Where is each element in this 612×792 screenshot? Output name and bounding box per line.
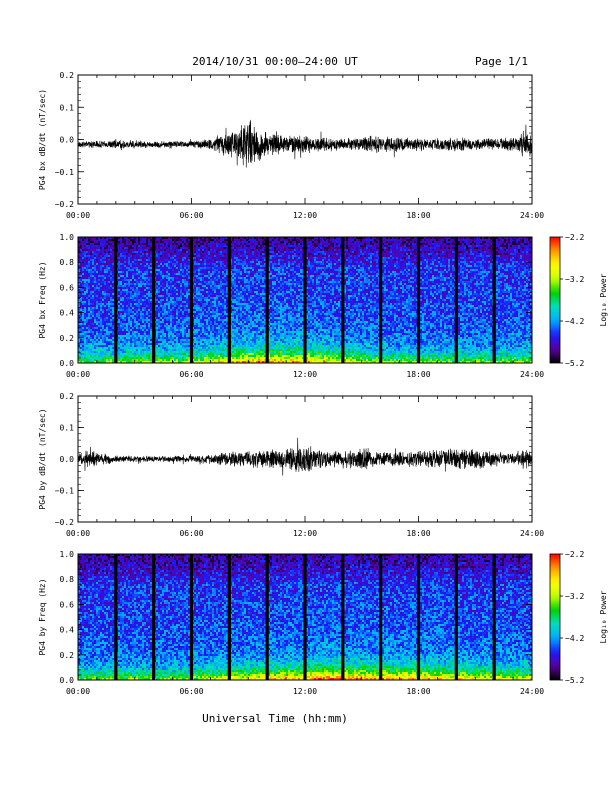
colorbar — [549, 553, 561, 681]
x-tick-label: 00:00 — [66, 370, 90, 379]
x-tick-label: 18:00 — [406, 211, 430, 220]
waveform-trace — [77, 119, 533, 168]
x-tick-label: 12:00 — [293, 370, 317, 379]
x-tick-label: 06:00 — [179, 370, 203, 379]
y-axis-label: PG4 by dB/dt (nT/sec) — [38, 408, 47, 509]
data-gap — [189, 237, 194, 363]
x-tick-label: 00:00 — [66, 687, 90, 696]
data-gap — [492, 554, 496, 680]
data-gap — [152, 554, 156, 680]
y-axis-label: PG4 bx Freq (Hz) — [38, 261, 47, 338]
x-tick-label: 18:00 — [406, 687, 430, 696]
x-axis-label: Universal Time (hh:mm) — [202, 712, 348, 725]
y-tick-label: 0.0 — [60, 676, 75, 685]
y-tick-label: 0.0 — [60, 136, 75, 145]
y-tick-label: −0.2 — [55, 518, 74, 527]
y-tick-label: 0.4 — [60, 309, 75, 318]
x-tick-label: 12:00 — [293, 687, 317, 696]
y-axis-label: PG4 bx dB/dt (nT/sec) — [38, 89, 47, 190]
y-tick-label: −0.1 — [55, 487, 74, 496]
data-gap — [303, 237, 307, 363]
y-tick-label: 0.2 — [60, 651, 75, 660]
x-tick-label: 12:00 — [293, 529, 317, 538]
x-tick-label: 24:00 — [520, 529, 544, 538]
y-tick-label: 0.8 — [60, 575, 75, 584]
colorbar-tick-label: −4.2 — [565, 317, 584, 326]
colorbar-tick-label: −2.2 — [565, 233, 584, 242]
x-tick-label: 24:00 — [520, 211, 544, 220]
data-gap — [492, 237, 496, 363]
plot-frame — [77, 74, 533, 205]
x-tick-label: 18:00 — [406, 370, 430, 379]
x-tick-label: 18:00 — [406, 529, 430, 538]
colorbar-tick-label: −5.2 — [565, 676, 584, 685]
colorbar-tick-label: −2.2 — [565, 550, 584, 559]
colorbar-tick-label: −3.2 — [565, 275, 584, 284]
y-tick-label: 0.1 — [60, 103, 75, 112]
y-tick-label: 0.0 — [60, 359, 75, 368]
y-tick-label: 0.2 — [60, 71, 75, 80]
by-spectrogram-panel: 00:00 06:00 12:00 18:00 24:00 1.0 0.8 0.6 0.4 0.2… — [38, 550, 608, 696]
data-gap — [454, 554, 458, 680]
x-tick-label: 24:00 — [520, 687, 544, 696]
y-tick-label: 0.2 — [60, 392, 75, 401]
colorbar-label: Log₁₀ Power — [599, 273, 608, 326]
data-gap — [265, 237, 269, 363]
x-tick-label: 06:00 — [179, 211, 203, 220]
y-tick-label: 0.6 — [60, 283, 75, 292]
colorbar-label: Log₁₀ Power — [599, 590, 608, 643]
data-gap — [152, 237, 156, 363]
y-tick-label: 0.0 — [60, 455, 75, 464]
data-gap — [114, 554, 118, 680]
data-gap — [189, 554, 194, 680]
colorbar-tick-label: −4.2 — [565, 634, 584, 643]
y-tick-label: 0.8 — [60, 258, 75, 267]
data-gap — [227, 554, 231, 680]
bx-dbdt-panel: 00:00 06:00 12:00 18:00 24:00 0.2 0.1 0.0 −0.1 −0… — [38, 71, 544, 220]
by-dbdt-panel: 00:00 06:00 12:00 18:00 24:00 0.2 0.1 0.0 −0.1 −0… — [38, 392, 544, 538]
bx-spectrogram-panel: 00:00 06:00 12:00 18:00 24:00 1.0 0.8 0.6 0.4 0.2… — [38, 233, 608, 379]
y-tick-label: 1.0 — [60, 550, 75, 559]
y-tick-label: −0.1 — [55, 168, 74, 177]
data-gap — [416, 554, 421, 680]
colorbar — [549, 236, 561, 364]
y-tick-label: 0.1 — [60, 424, 75, 433]
y-tick-label: −0.2 — [55, 200, 74, 209]
data-gap — [265, 554, 269, 680]
y-tick-label: 1.0 — [60, 233, 75, 242]
colorbar-tick-label: −5.2 — [565, 359, 584, 368]
data-gap — [379, 554, 383, 680]
x-tick-label: 00:00 — [66, 211, 90, 220]
data-gap — [303, 554, 307, 680]
data-gap — [379, 237, 383, 363]
data-gap — [227, 237, 231, 363]
waveform-trace — [77, 437, 533, 476]
y-axis-label: PG4 by Freq (Hz) — [38, 578, 47, 655]
data-gap — [114, 237, 118, 363]
x-tick-label: 00:00 — [66, 529, 90, 538]
y-tick-label: 0.4 — [60, 626, 75, 635]
colorbar-tick-label: −3.2 — [565, 592, 584, 601]
data-gap — [454, 237, 458, 363]
page-indicator: Page 1/1 — [475, 55, 528, 68]
data-gap — [341, 237, 345, 363]
data-gap — [341, 554, 345, 680]
y-tick-label: 0.2 — [60, 334, 75, 343]
x-tick-label: 06:00 — [179, 687, 203, 696]
x-tick-label: 12:00 — [293, 211, 317, 220]
x-tick-label: 06:00 — [179, 529, 203, 538]
data-gap — [416, 237, 421, 363]
y-tick-label: 0.6 — [60, 600, 75, 609]
x-tick-label: 24:00 — [520, 370, 544, 379]
plot-title: 2014/10/31 00:00–24:00 UT — [192, 55, 358, 68]
